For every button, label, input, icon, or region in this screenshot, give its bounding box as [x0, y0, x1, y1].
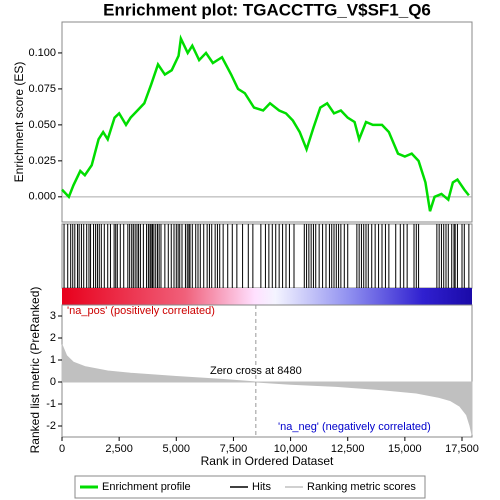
y-tick-label: 0.000 [28, 191, 56, 203]
y-tick-label: 0.025 [28, 155, 56, 167]
x-tick-label: 12,500 [331, 443, 365, 455]
x-axis-label: Rank in Ordered Dataset [201, 454, 334, 468]
color-bar [62, 288, 472, 305]
y-tick-label: 0 [50, 376, 56, 388]
y-axis-label: Ranked list metric (PreRanked) [28, 287, 42, 454]
pos-label: 'na_pos' (positively correlated) [67, 305, 215, 317]
y-tick-label: 0.075 [28, 83, 56, 95]
y-tick-label: -1 [46, 398, 56, 410]
x-tick-label: 10,000 [274, 443, 308, 455]
metric-area [61, 344, 473, 435]
y-tick-label: 0.050 [28, 119, 56, 131]
x-tick-label: 17,500 [445, 443, 479, 455]
y-tick-label: -2 [46, 420, 56, 432]
y-tick-label: 3 [50, 310, 56, 322]
legend-entry: Ranking metric scores [307, 481, 416, 493]
zero-cross-label: Zero cross at 8480 [210, 365, 302, 377]
y-tick-label: 0.100 [28, 47, 56, 59]
chart-title: Enrichment plot: TGACCTTG_V$SF1_Q6 [103, 0, 431, 19]
x-tick-label: 15,000 [388, 443, 422, 455]
legend [74, 475, 426, 499]
neg-label: 'na_neg' (negatively correlated) [278, 421, 431, 433]
x-tick-label: 0 [59, 443, 65, 455]
legend-entry: Enrichment profile [102, 481, 191, 493]
x-tick-label: 2,500 [105, 443, 133, 455]
y-tick-label: 2 [50, 332, 56, 344]
y-tick-label: 1 [50, 354, 56, 366]
es-frame [61, 21, 473, 223]
legend-entry: Hits [252, 481, 271, 493]
x-tick-label: 5,000 [163, 443, 191, 455]
es-line [61, 34, 470, 212]
y-axis-label: Enrichment score (ES) [12, 62, 26, 183]
x-tick-label: 7,500 [220, 443, 248, 455]
